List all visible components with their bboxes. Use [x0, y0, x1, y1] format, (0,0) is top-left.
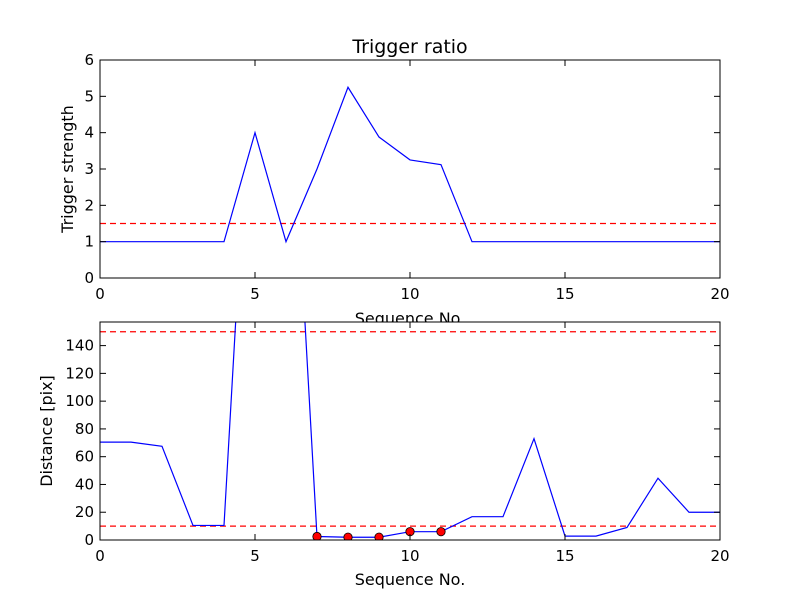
data-point-marker — [343, 532, 353, 540]
y-tick-label: 1 — [84, 233, 94, 251]
y-tick-label: 140 — [65, 337, 94, 355]
x-tick-label: 15 — [555, 547, 574, 565]
y-tick-label: 6 — [84, 51, 94, 69]
x-tick-label: 5 — [250, 547, 260, 565]
x-tick-label: 10 — [400, 285, 419, 303]
x-tick-label: 5 — [250, 285, 260, 303]
plot-area — [100, 322, 720, 540]
plot-frame — [99, 59, 721, 279]
data-point-marker — [436, 527, 446, 537]
plot-frame — [99, 321, 721, 541]
chart-title: Trigger ratio — [351, 36, 467, 58]
y-axis-label: Distance [pix] — [37, 375, 56, 487]
x-tick-label: 20 — [710, 547, 729, 565]
y-tick-label: 20 — [75, 503, 94, 521]
y-tick-label: 40 — [75, 475, 94, 493]
data-point-marker — [312, 531, 322, 540]
x-axis-label: Sequence No. — [355, 570, 466, 589]
y-tick-label: 0 — [84, 269, 94, 287]
y-tick-label: 3 — [84, 160, 94, 178]
plot-area — [100, 60, 720, 278]
x-tick-label: 0 — [95, 547, 105, 565]
y-tick-label: 120 — [65, 364, 94, 382]
y-tick-label: 0 — [84, 531, 94, 549]
y-tick-label: 2 — [84, 196, 94, 214]
y-tick-label: 100 — [65, 392, 94, 410]
y-tick-label: 60 — [75, 448, 94, 466]
y-tick-label: 80 — [75, 420, 94, 438]
x-tick-label: 20 — [710, 285, 729, 303]
x-tick-label: 10 — [400, 547, 419, 565]
data-point-marker — [374, 532, 384, 540]
y-tick-label: 4 — [84, 124, 94, 142]
x-tick-label: 0 — [95, 285, 105, 303]
x-tick-label: 15 — [555, 285, 574, 303]
y-tick-label: 5 — [84, 87, 94, 105]
y-axis-label: Trigger strength — [58, 105, 77, 234]
series-line — [100, 85, 720, 244]
